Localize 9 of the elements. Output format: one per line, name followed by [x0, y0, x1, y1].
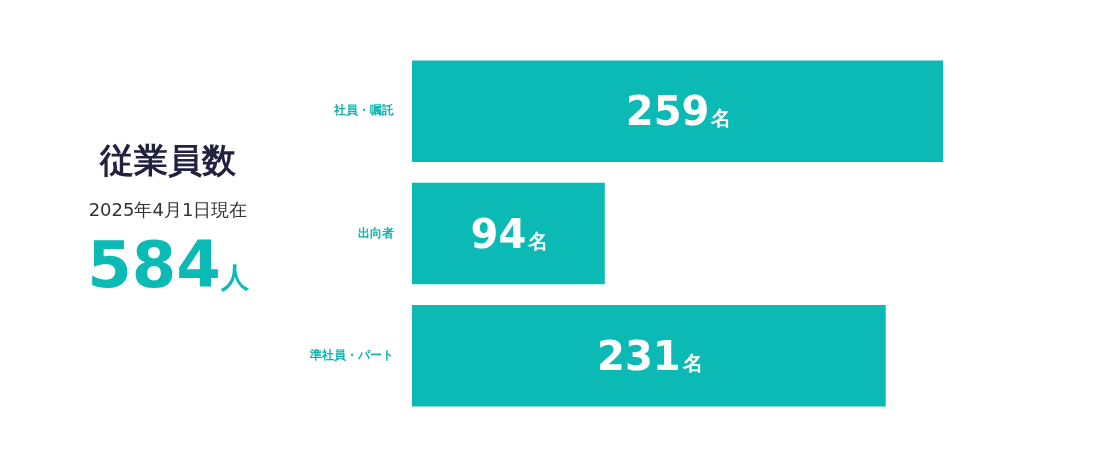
y-tick-label: 準社員・パート: [309, 347, 394, 362]
data-label: 94名: [470, 210, 549, 257]
text: 従業員数: [98, 139, 237, 182]
data-label: 259名: [625, 88, 732, 135]
y-tick-label: 社員・嘱託: [333, 103, 394, 118]
data-label: 231名: [597, 332, 703, 379]
text: 584人: [86, 228, 250, 302]
y-tick-label: 出向者: [358, 225, 394, 240]
text: 2025年4月1日現在: [87, 198, 249, 222]
